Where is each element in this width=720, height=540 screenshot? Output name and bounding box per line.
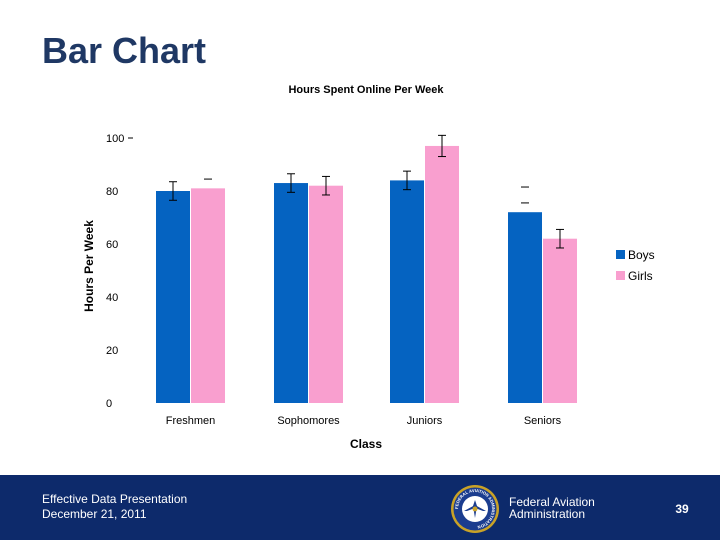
category-label: Juniors	[407, 415, 443, 427]
bar-girls-juniors	[425, 145, 459, 403]
slide-title: Bar Chart	[42, 30, 207, 71]
faa-seal-icon: FEDERAL AVIATION ADMINISTRATION	[451, 485, 499, 533]
bar-boys-juniors	[390, 180, 424, 403]
y-tick-label: 40	[106, 292, 118, 304]
bar-boys-seniors	[508, 212, 542, 403]
org-line-1: Federal Aviation	[509, 495, 595, 509]
bars	[156, 145, 577, 403]
bar-girls-seniors	[543, 238, 577, 403]
category-label: Sophomores	[277, 415, 340, 427]
legend: Boys Girls	[616, 248, 655, 283]
legend-swatch-girls	[616, 271, 625, 280]
category-labels: Freshmen Sophomores Juniors Seniors	[166, 415, 562, 427]
y-tick-label: 100	[106, 133, 124, 145]
legend-label-girls: Girls	[628, 269, 653, 283]
bar-boys-sophomores	[274, 183, 308, 403]
x-axis-label: Class	[350, 437, 382, 451]
presentation-title: Effective Data Presentation	[42, 492, 188, 506]
presentation-date: December 21, 2011	[42, 507, 147, 521]
footer-left: Effective Data Presentation December 21,…	[42, 492, 187, 522]
footer-org: Federal Aviation Administration	[509, 496, 595, 520]
y-tick-label: 80	[106, 186, 118, 198]
legend-label-boys: Boys	[628, 248, 655, 262]
org-line-2: Administration	[509, 507, 586, 521]
y-tick-label: 0	[106, 398, 112, 410]
bar-girls-freshmen	[191, 188, 225, 403]
chart-title: Hours Spent Online Per Week	[288, 84, 444, 96]
bar-chart: Hours Spent Online Per Week Hours Per We…	[82, 84, 655, 451]
y-tick-label: 60	[106, 239, 118, 251]
bar-girls-sophomores	[309, 185, 343, 403]
y-tick-label: 20	[106, 345, 118, 357]
legend-swatch-boys	[616, 250, 625, 259]
category-label: Seniors	[524, 415, 562, 427]
error-bars	[169, 134, 564, 249]
bar-boys-freshmen	[156, 191, 190, 403]
y-axis-label: Hours Per Week	[82, 220, 96, 312]
page-number: 39	[675, 502, 689, 516]
category-label: Freshmen	[166, 415, 216, 427]
footer-bar: Effective Data Presentation December 21,…	[0, 475, 720, 540]
y-axis-ticks: 0 20 40 60 80 100	[106, 133, 133, 410]
